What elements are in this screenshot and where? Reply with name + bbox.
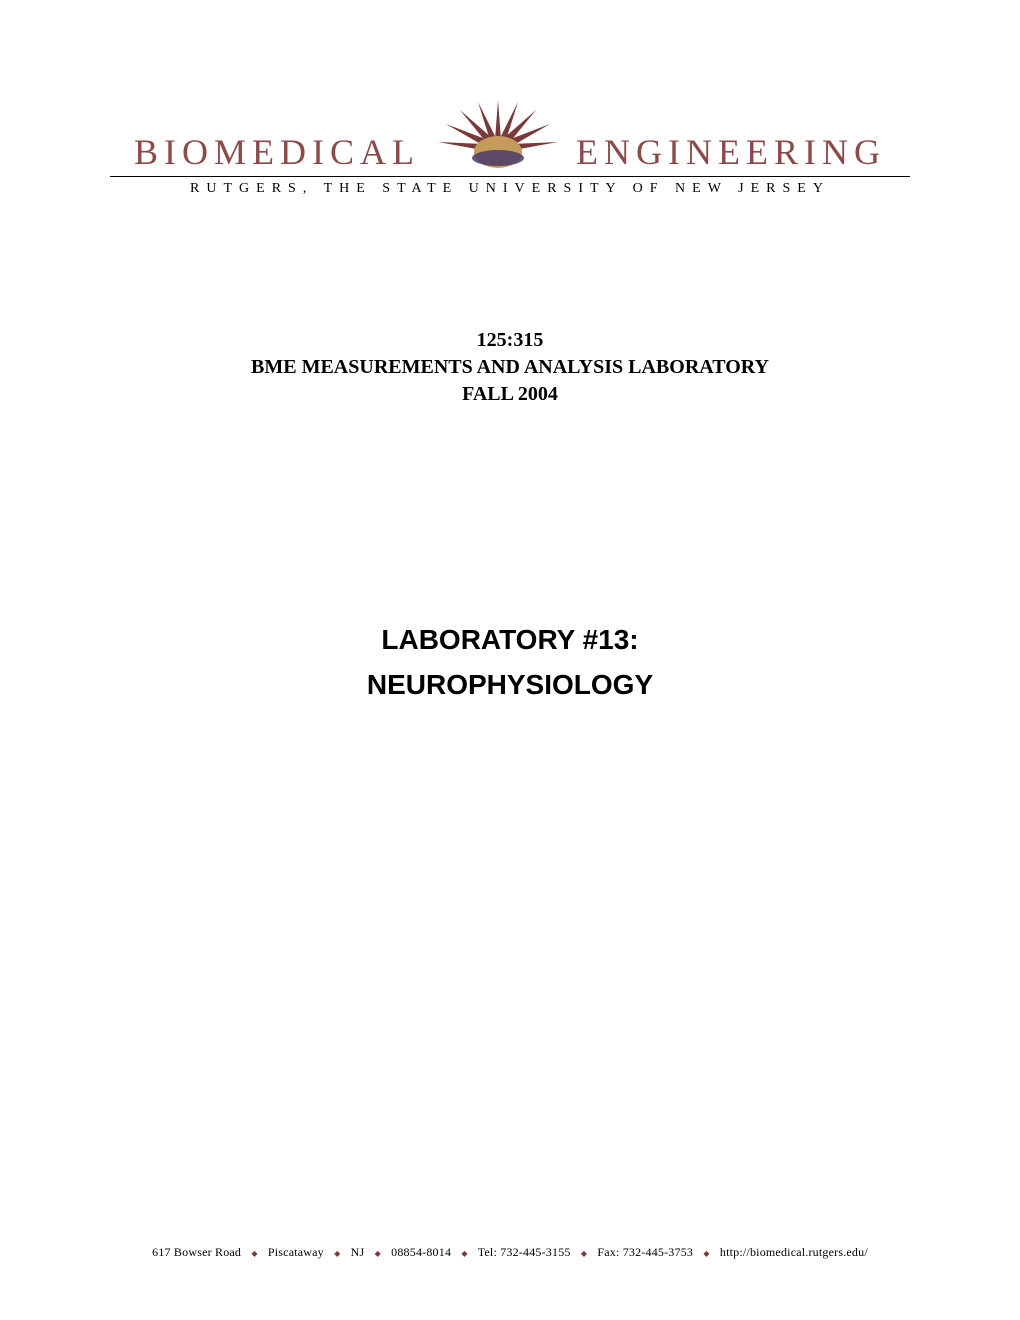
footer-fax-label: Fax: [597,1245,619,1259]
logo-subtitle: RUTGERS, THE STATE UNIVERSITY OF NEW JER… [110,176,910,197]
footer-tel-label: Tel: [478,1245,497,1259]
sunburst-icon [438,100,558,170]
footer-city: Piscataway [268,1245,324,1259]
separator-icon: ◆ [703,1249,709,1258]
separator-icon: ◆ [581,1249,587,1258]
footer-zip: 08854-8014 [391,1245,451,1259]
course-name: BME MEASUREMENTS AND ANALYSIS LABORATORY [110,354,910,381]
logo-row: BIOMEDICAL [110,100,910,170]
footer-url: http://biomedical.rutgers.edu/ [720,1245,868,1259]
title-line-2: NEUROPHYSIOLOGY [110,663,910,708]
course-code: 125:315 [110,327,910,354]
footer-address: 617 Bowser Road [152,1245,241,1259]
title-line-1: LABORATORY #13: [110,618,910,663]
institution-logo: BIOMEDICAL [110,100,910,197]
logo-word-right: ENGINEERING [576,134,886,170]
footer-state: NJ [351,1245,365,1259]
logo-word-left: BIOMEDICAL [134,134,420,170]
separator-icon: ◆ [461,1249,467,1258]
course-term: FALL 2004 [110,381,910,408]
footer-tel: 732-445-3155 [500,1245,570,1259]
separator-icon: ◆ [334,1249,340,1258]
separator-icon: ◆ [251,1249,257,1258]
footer-fax: 732-445-3753 [623,1245,693,1259]
course-header: 125:315 BME MEASUREMENTS AND ANALYSIS LA… [110,327,910,408]
document-page: BIOMEDICAL [0,0,1020,1320]
footer-contact: 617 Bowser Road ◆ Piscataway ◆ NJ ◆ 0885… [0,1245,1020,1260]
separator-icon: ◆ [375,1249,381,1258]
document-title: LABORATORY #13: NEUROPHYSIOLOGY [110,618,910,708]
